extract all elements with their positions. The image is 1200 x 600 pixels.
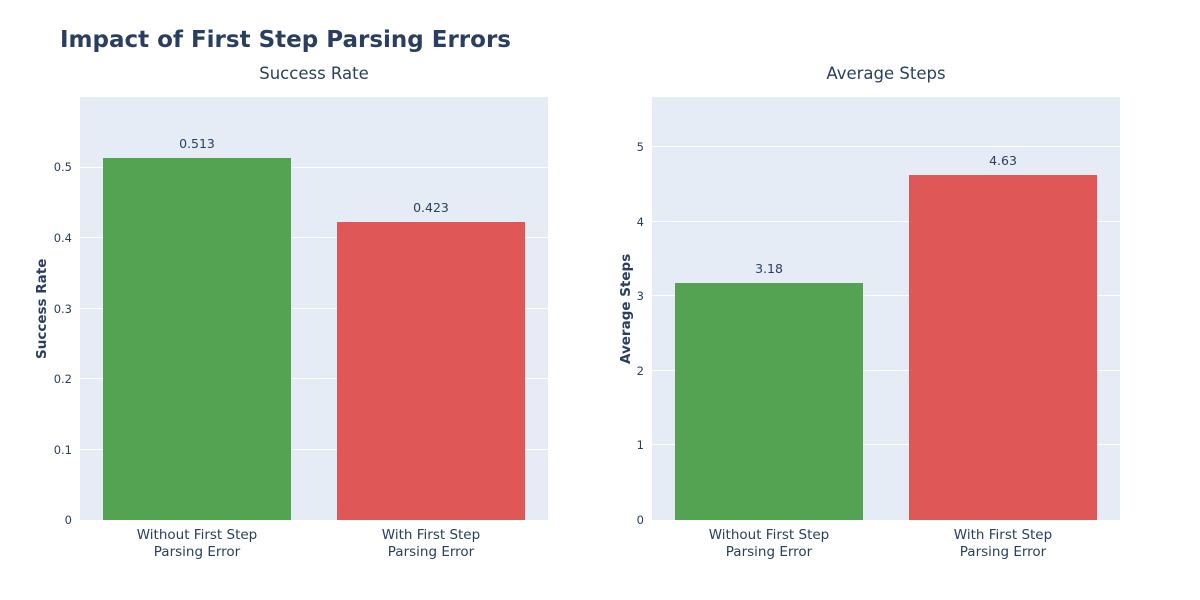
gridline [80,448,548,450]
bar-value-label: 0.513 [179,136,215,152]
bar [675,282,863,520]
y-tick-label: 5 [636,139,644,154]
y-tick-label: 0 [64,513,72,527]
gridline [80,237,548,239]
gridline [80,378,548,380]
bar [337,221,525,520]
gridline [652,145,1120,147]
y-tick-label: 3 [636,289,644,304]
gridline [652,369,1120,371]
subplot-title: Average Steps [826,64,946,83]
x-tick-label: Without First Step Parsing Error [137,527,258,561]
x-tick-label-line: With First Step [381,527,481,543]
figure-title: Impact of First Step Parsing Errors [60,27,511,53]
x-tick-label-line: Without First Step [136,527,258,543]
y-tick-label: 0.5 [53,160,72,175]
subplot-success-rate: Success Rate Success Rate 0 0.1 0.2 0.3 0.4 0.5… [34,64,548,560]
x-tick-label: With First Step Parsing Error [954,527,1052,561]
y-tick-label: 1 [636,438,644,453]
y-tick-label: 0.2 [53,371,72,386]
x-tick-label-line: Parsing Error [387,544,475,560]
subplot-average-steps: Average Steps Average Steps 0 1 2 3 4 5 3.18 With… [618,64,1120,560]
x-tick-label-line: Parsing Error [725,544,813,560]
y-tick-label: 0.4 [53,230,72,245]
subplot-title: Success Rate [259,64,369,83]
bar-value-label: 0.423 [413,199,449,215]
x-tick-label: Without First Step Parsing Error [709,527,830,561]
x-tick-label: With First Step Parsing Error [382,527,480,561]
x-tick-label-line: Parsing Error [153,544,241,560]
y-tick-label: 0.3 [53,301,72,316]
bar-value-label: 4.63 [989,152,1017,168]
y-axis-title: Average Steps [618,253,634,364]
bar-value-label: 3.18 [755,260,783,276]
x-tick-label-line: With First Step [953,527,1053,543]
y-tick-label: 2 [636,363,644,378]
y-tick-label: 4 [636,214,644,229]
bar [909,174,1097,520]
y-tick-label: 0 [636,513,644,527]
gridline [80,307,548,309]
gridline [652,220,1120,222]
x-tick-label-line: Parsing Error [959,544,1047,560]
gridline [652,444,1120,446]
gridline [80,166,548,168]
y-tick-label: 0.1 [53,442,72,457]
bar [103,158,291,520]
x-tick-label-line: Without First Step [708,527,830,543]
y-axis-title: Success Rate [34,258,50,359]
gridline [652,295,1120,297]
